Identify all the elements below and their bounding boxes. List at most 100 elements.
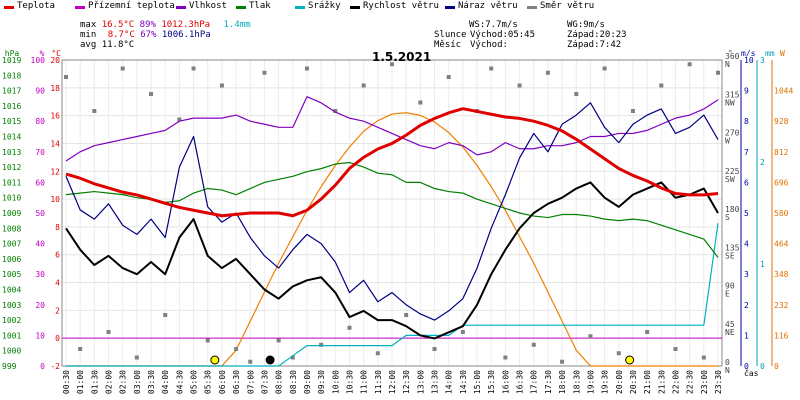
legend-swatch: [176, 6, 186, 9]
tick-x: 03:00: [133, 370, 142, 394]
wind-direction-point: [616, 351, 621, 356]
legend-label: Teplota: [17, 1, 55, 11]
wind-direction-point: [177, 117, 182, 122]
wind-direction-point: [191, 66, 196, 71]
tick-wind: 4: [744, 240, 749, 249]
tick-solar: 232: [774, 301, 789, 310]
wind-direction-point: [205, 338, 210, 343]
wind-direction-point: [531, 342, 536, 347]
tick-x: 06:30: [232, 370, 241, 394]
tick-pressure: 1004: [2, 286, 21, 295]
wind-direction-point: [106, 330, 111, 334]
tick-solar: 1044: [774, 87, 793, 96]
tick-x: 15:00: [473, 370, 482, 394]
tick-pressure: 1017: [2, 87, 21, 96]
sun-rise: Východ:05:45: [470, 30, 536, 40]
tick-wind: 0: [744, 362, 749, 371]
tick-x: 05:30: [204, 370, 213, 394]
tick-humidity: 40: [35, 240, 45, 249]
tick-x: 21:00: [643, 370, 652, 394]
wind-direction-point: [404, 313, 409, 317]
tick-direction-label: W: [725, 137, 730, 146]
tick-x: 23:00: [700, 370, 709, 394]
tick-wind: 10: [744, 56, 754, 65]
tick-solar: 116: [774, 331, 789, 340]
tick-temperature: 6: [55, 251, 60, 260]
sun-label: Slunce: [434, 30, 467, 40]
tick-humidity: 0: [40, 362, 45, 371]
tick-x: 07:30: [260, 370, 269, 394]
tick-wind: 8: [744, 117, 749, 126]
series-rain: [66, 223, 719, 367]
tick-x: 13:00: [416, 370, 425, 394]
sun-set: Západ:20:23: [567, 30, 627, 40]
tick-rain: 3: [760, 56, 765, 65]
wind-direction-point: [503, 355, 508, 360]
wind-wg: WG:9m/s: [567, 20, 605, 30]
tick-pressure: 1019: [2, 56, 21, 65]
series-humidity: [65, 96, 719, 162]
tick-x: 02:30: [119, 370, 128, 394]
tick-solar: 580: [774, 209, 789, 218]
markers: [210, 355, 635, 365]
tick-x: 20:30: [629, 370, 638, 394]
tick-temperature: 10: [50, 195, 60, 204]
tick-direction: 360: [725, 52, 740, 61]
tick-temperature: 16: [50, 112, 60, 121]
tick-x: 01:00: [76, 370, 85, 394]
tick-wind: 3: [744, 270, 749, 279]
stat-min: min 8.7°C 67% 1006.1hPa: [80, 30, 211, 40]
axis-unit-direction: °: [728, 49, 733, 58]
moon-set: Západ:7:42: [567, 40, 622, 50]
legend-label: Srážky: [308, 1, 341, 11]
tick-direction-label: SW: [725, 175, 735, 184]
sunrise-marker: [210, 355, 220, 365]
tick-pressure: 1018: [2, 71, 21, 80]
tick-humidity: 20: [35, 301, 45, 310]
tick-temperature: 0: [55, 334, 60, 343]
tick-pressure: 1016: [2, 102, 21, 111]
wind-direction-point: [701, 355, 706, 360]
moon-rise: Východ:: [470, 40, 508, 50]
tick-temperature: 20: [50, 56, 60, 65]
wind-direction-point: [276, 338, 281, 343]
tick-x: 09:30: [317, 370, 326, 394]
axis-unit-solar: W: [780, 49, 785, 58]
wind-direction-point: [673, 347, 678, 351]
tick-x: 04:00: [161, 370, 170, 394]
tick-direction-label: NW: [725, 98, 735, 107]
tick-x: 22:30: [686, 370, 695, 394]
tick-humidity: 10: [35, 331, 45, 340]
tick-wind: 7: [744, 148, 749, 157]
tick-x: 10:00: [331, 370, 340, 394]
tick-pressure: 1010: [2, 194, 21, 203]
tick-temperature: 14: [50, 139, 60, 148]
tick-direction-label: NE: [725, 328, 735, 337]
tick-rain: 0: [760, 362, 765, 371]
tick-x: 17:00: [530, 370, 539, 394]
series-wind-speed: [65, 181, 719, 340]
wind-direction-point: [163, 313, 168, 317]
legend-label: Přízemní teplota: [88, 1, 175, 11]
tick-x: 19:30: [601, 370, 610, 394]
wind-direction-point: [432, 347, 437, 351]
legend-swatch: [527, 6, 537, 9]
tick-x: 17:30: [544, 370, 553, 394]
tick-labels: hPa% °C9991000100110021003100410051006100…: [2, 49, 793, 394]
legend-swatch: [236, 6, 246, 9]
tick-temperature: 4: [55, 279, 60, 288]
tick-x: 18:30: [572, 370, 581, 394]
stat-avg: avg 11.8°C: [80, 40, 135, 50]
tick-direction-label: N: [725, 60, 730, 69]
tick-solar: 348: [774, 270, 789, 279]
wind-direction-point: [64, 75, 68, 79]
tick-wind: 9: [744, 87, 749, 96]
tick-pressure: 1014: [2, 133, 21, 142]
tick-pressure: 1003: [2, 301, 21, 310]
tick-direction: 45: [725, 320, 735, 329]
tick-direction-label: E: [725, 290, 730, 299]
tick-x: 20:00: [615, 370, 624, 394]
legend-swatch: [295, 6, 305, 9]
tick-pressure: 1000: [2, 347, 21, 356]
